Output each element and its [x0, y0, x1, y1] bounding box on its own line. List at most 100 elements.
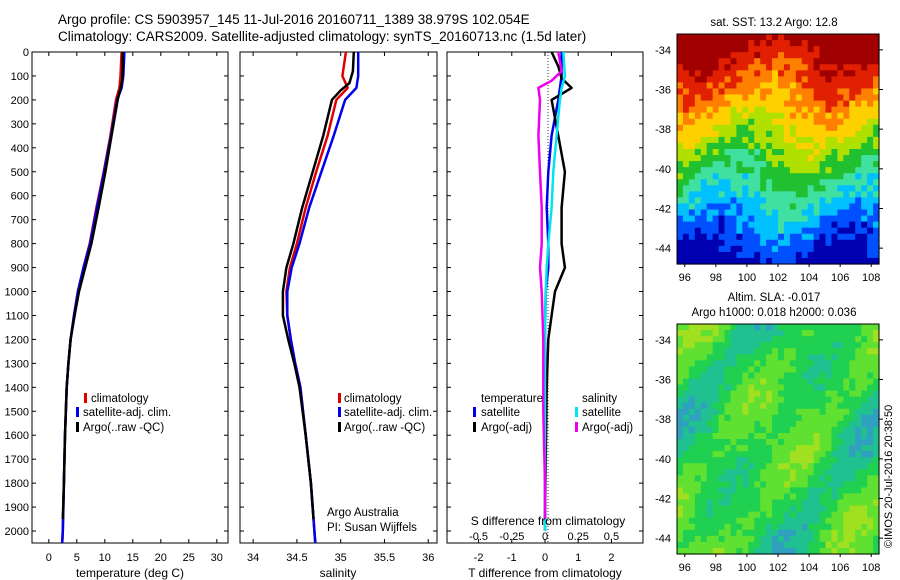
map-cell — [837, 541, 844, 549]
map-cell — [718, 130, 726, 138]
map-cell — [813, 463, 821, 470]
map-cell — [867, 408, 874, 416]
map-cell — [712, 215, 720, 223]
map-cell — [778, 124, 785, 132]
map-cell — [754, 221, 761, 229]
map-cell — [778, 52, 785, 59]
map-cell — [801, 439, 809, 446]
map-cell — [843, 360, 850, 367]
map-cell — [694, 354, 702, 361]
map-cell — [742, 432, 749, 440]
map-cell — [813, 124, 821, 132]
map-cell — [694, 469, 702, 476]
map-cell — [813, 457, 821, 464]
map-cell — [766, 396, 773, 404]
map-cell — [736, 70, 743, 77]
map-cell — [700, 173, 708, 180]
map-cell — [837, 245, 844, 253]
map-cell — [694, 535, 702, 543]
map-cell — [831, 396, 839, 404]
map-cell — [772, 372, 779, 380]
map-cell — [867, 118, 874, 126]
map-cell — [873, 396, 880, 404]
map-cell — [861, 46, 868, 53]
map-cell — [801, 378, 809, 386]
map-cell — [718, 426, 726, 434]
map-cell — [772, 541, 779, 549]
map-cell — [682, 481, 690, 489]
map-cell — [742, 52, 749, 59]
map-cell — [748, 245, 755, 253]
map-cell — [748, 451, 755, 458]
map-cell — [837, 324, 844, 331]
map-cell — [760, 52, 767, 59]
map-cell — [873, 155, 880, 162]
map-cell — [867, 547, 874, 555]
map-cell — [677, 523, 684, 531]
map-cell — [682, 94, 690, 102]
map-cell — [748, 112, 755, 120]
map-cell — [855, 76, 862, 84]
map-cell — [736, 64, 743, 71]
map-cell — [730, 426, 738, 434]
map-cell — [837, 191, 844, 199]
map-cell — [712, 76, 720, 84]
map-cell — [807, 173, 815, 180]
map-cell — [807, 76, 815, 84]
map-cell — [778, 535, 785, 543]
map-cell — [813, 354, 821, 361]
map-cell — [849, 493, 856, 501]
map-cell — [837, 251, 844, 259]
map-cell — [694, 130, 702, 138]
map-cell — [837, 469, 844, 476]
map-cell — [861, 457, 868, 464]
map-cell — [873, 82, 880, 90]
map-cell — [867, 58, 874, 65]
map-cell — [843, 215, 850, 223]
map-cell — [724, 342, 732, 349]
map-cell — [783, 124, 791, 132]
map-cell — [706, 88, 714, 96]
map-cell — [682, 70, 690, 77]
map-cell — [760, 209, 767, 217]
map-cell — [843, 402, 850, 410]
map-cell — [742, 167, 749, 174]
map-cell — [718, 136, 726, 144]
map-cell — [706, 384, 714, 392]
map-cell — [724, 463, 732, 470]
map-cell — [766, 372, 773, 380]
map-cell — [813, 420, 821, 428]
map-cell — [730, 408, 738, 416]
map-cell — [718, 414, 726, 422]
map-cell — [700, 239, 708, 247]
map-cell — [795, 215, 803, 223]
map-cell — [712, 106, 720, 114]
map-cell — [867, 251, 874, 259]
map-cell — [819, 396, 827, 404]
map-cell — [789, 408, 797, 416]
map-cell — [789, 76, 797, 84]
map-cell — [748, 463, 755, 470]
map-cell — [706, 94, 714, 102]
map-cell — [772, 251, 779, 259]
map-cell — [843, 58, 850, 65]
map-cell — [724, 161, 732, 168]
map-cell — [813, 227, 821, 235]
map-cell — [754, 233, 761, 241]
lat-tick-label: -42 — [655, 203, 671, 215]
map-cell — [766, 221, 773, 229]
map-cell — [766, 124, 773, 132]
map-cell — [849, 487, 856, 495]
map-cell — [795, 366, 803, 374]
map-cell — [706, 408, 714, 416]
map-cell — [789, 118, 797, 126]
map-cell — [724, 257, 732, 265]
map-cell — [789, 348, 797, 355]
map-cell — [861, 517, 868, 525]
map-cell — [682, 511, 690, 519]
map-cell — [837, 149, 844, 156]
map-cell — [789, 173, 797, 180]
map-cell — [783, 469, 791, 476]
map-cell — [748, 94, 755, 102]
map-cell — [688, 118, 696, 126]
